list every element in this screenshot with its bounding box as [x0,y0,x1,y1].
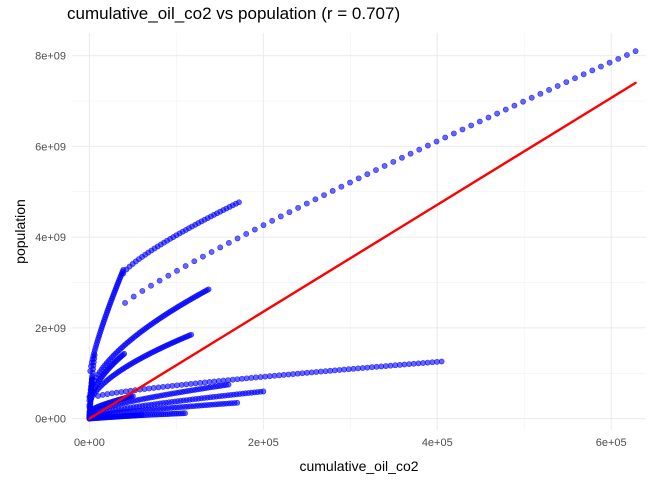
x-axis-title: cumulative_oil_co2 [299,458,418,474]
data-point [91,352,98,359]
data-point [208,249,215,255]
data-point [236,199,242,206]
data-point [321,192,327,198]
data-point [225,239,232,246]
data-point [303,200,310,207]
data-point [120,270,127,277]
data-point [624,52,630,58]
data-point [364,171,371,178]
data-point [355,175,362,182]
data-point [99,391,106,398]
data-point [121,350,128,357]
data-point [188,331,195,338]
data-point [606,59,613,66]
data-points [86,48,639,422]
y-tick-label: 2e+09 [35,323,66,335]
data-point [390,158,397,165]
data-point [502,106,509,113]
data-point [338,183,345,190]
data-point [589,67,596,74]
x-tick-label: 4e+05 [422,437,453,449]
y-tick-label: 4e+09 [35,232,66,244]
data-point [632,48,639,55]
data-point [416,146,423,153]
data-point [174,267,180,274]
data-point [148,282,154,289]
y-axis-title: population [12,199,28,264]
data-point [433,138,440,145]
data-point [476,118,483,125]
data-point [260,222,267,229]
regression-line [88,81,637,420]
data-point [217,244,224,251]
data-point [95,393,101,399]
data-point [277,213,284,220]
data-point [138,412,145,418]
data-point [485,114,492,121]
data-point [468,122,475,129]
data-point [104,391,111,397]
data-point [580,71,587,78]
data-point [373,167,379,173]
data-point [312,196,319,203]
data-point [295,204,302,211]
data-point [563,79,570,85]
x-tick-label: 2e+05 [248,437,279,449]
data-point [598,63,604,70]
data-point [615,55,622,62]
data-point [424,142,431,149]
data-point [165,272,172,279]
data-point [191,258,198,265]
data-point [243,231,250,237]
data-point [260,388,267,395]
data-point [269,217,276,224]
y-tick-label: 8e+09 [35,51,66,63]
data-point [442,134,449,141]
data-point [251,226,258,233]
data-point [89,374,95,381]
x-tick-label: 0e+00 [74,437,105,449]
y-tick-label: 0e+00 [35,414,66,426]
data-point [286,209,293,216]
data-point [520,98,526,105]
regression-line-group [88,81,637,420]
data-point [572,75,578,82]
data-point [109,390,115,397]
data-point [494,110,501,117]
data-point [554,83,561,89]
data-point [200,253,206,260]
data-point [234,399,241,406]
data-point [234,235,241,242]
data-point [156,277,163,284]
data-point [450,130,457,137]
data-point [511,102,518,109]
chart-title: cumulative_oil_co2 vs population (r = 0.… [67,4,401,23]
y-tick-label: 6e+09 [35,141,66,153]
data-point [347,179,353,186]
data-point [438,358,445,365]
axis-labels: 0e+00 2e+05 4e+05 6e+05 0e+00 2e+09 4e+09 6e+09… [35,51,627,449]
data-point [130,293,137,300]
data-point [399,154,405,161]
data-point [329,187,336,194]
data-point [537,90,544,97]
data-point [546,87,552,93]
data-point [129,393,136,399]
data-point [182,410,188,417]
grid-lines [72,33,646,430]
data-point [122,300,128,306]
data-point [381,163,388,169]
data-point [205,286,212,293]
data-point [407,150,414,157]
data-point [182,263,189,269]
data-point [225,381,232,388]
x-tick-label: 6e+05 [596,437,627,449]
data-point [139,288,146,294]
data-point [528,94,535,101]
data-point [459,126,466,133]
